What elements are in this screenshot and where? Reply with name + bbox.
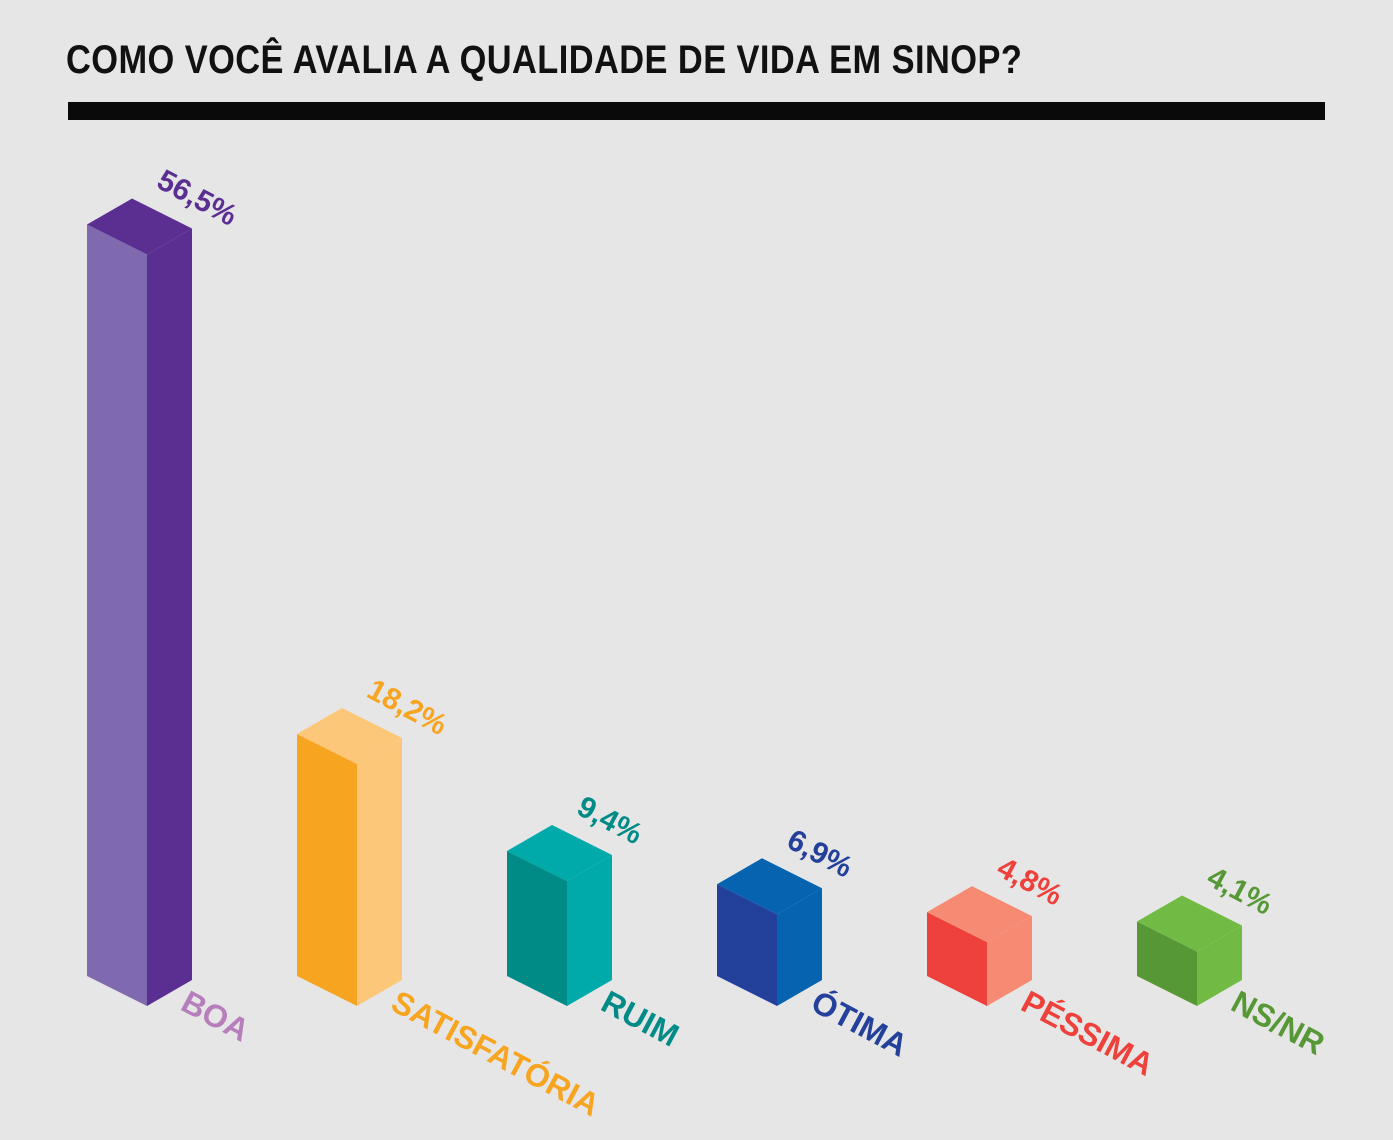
title-divider	[68, 102, 1325, 120]
bar-front-6	[1137, 921, 1197, 1006]
bar-front-3	[507, 850, 567, 1006]
bar-top-6	[1137, 895, 1242, 952]
category-label-4: ÓTIMA	[806, 983, 914, 1063]
bar-top-2	[297, 707, 402, 764]
bar-side-2	[357, 737, 402, 1006]
bar-top-4	[717, 858, 822, 915]
bar-top-3	[507, 824, 612, 881]
category-label-6: NS/NR	[1226, 983, 1331, 1062]
bar-front-4	[717, 884, 777, 1006]
bar-side-4	[777, 888, 822, 1006]
bar-side-3	[567, 854, 612, 1006]
bar-side-6	[1197, 925, 1242, 1006]
category-label-1: BOA	[176, 983, 256, 1048]
category-label-3: RUIM	[596, 983, 685, 1053]
chart-title: COMO VOCÊ AVALIA A QUALIDADE DE VIDA EM …	[66, 38, 1023, 82]
bar-front-2	[297, 733, 357, 1006]
bar-side-5	[987, 916, 1032, 1006]
bar-side-1	[147, 228, 192, 1007]
category-label-5: PÉSSIMA	[1016, 983, 1160, 1082]
bar-top-5	[927, 886, 1032, 943]
bar-top-1	[87, 198, 192, 255]
category-label-2: SATISFATÓRIA	[386, 983, 606, 1123]
bar-front-5	[927, 912, 987, 1006]
bar-front-1	[87, 224, 147, 1007]
